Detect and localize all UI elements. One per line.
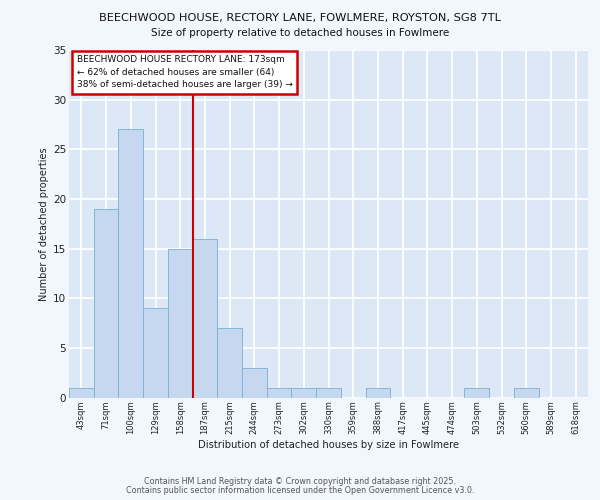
- Bar: [143, 308, 168, 398]
- Bar: [464, 388, 489, 398]
- X-axis label: Distribution of detached houses by size in Fowlmere: Distribution of detached houses by size …: [198, 440, 459, 450]
- Bar: [267, 388, 292, 398]
- Bar: [316, 388, 341, 398]
- Bar: [217, 328, 242, 398]
- Bar: [118, 130, 143, 398]
- Bar: [193, 238, 217, 398]
- Text: Contains public sector information licensed under the Open Government Licence v3: Contains public sector information licen…: [126, 486, 474, 495]
- Text: BEECHWOOD HOUSE RECTORY LANE: 173sqm
← 62% of detached houses are smaller (64)
3: BEECHWOOD HOUSE RECTORY LANE: 173sqm ← 6…: [77, 55, 293, 89]
- Text: Contains HM Land Registry data © Crown copyright and database right 2025.: Contains HM Land Registry data © Crown c…: [144, 477, 456, 486]
- Bar: [69, 388, 94, 398]
- Bar: [292, 388, 316, 398]
- Text: Size of property relative to detached houses in Fowlmere: Size of property relative to detached ho…: [151, 28, 449, 38]
- Bar: [94, 209, 118, 398]
- Bar: [514, 388, 539, 398]
- Bar: [242, 368, 267, 398]
- Y-axis label: Number of detached properties: Number of detached properties: [39, 147, 49, 300]
- Bar: [365, 388, 390, 398]
- Bar: [168, 248, 193, 398]
- Text: BEECHWOOD HOUSE, RECTORY LANE, FOWLMERE, ROYSTON, SG8 7TL: BEECHWOOD HOUSE, RECTORY LANE, FOWLMERE,…: [99, 12, 501, 22]
